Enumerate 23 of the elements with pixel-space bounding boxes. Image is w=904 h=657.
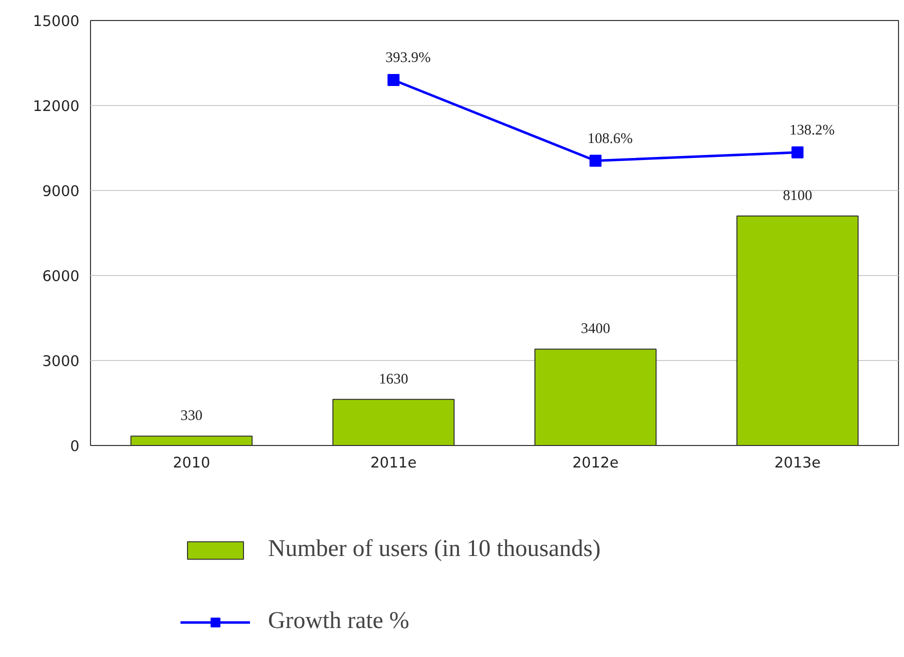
y-tick-label: 15000 [32,13,80,30]
x-tick-label: 2013e [774,454,821,472]
x-tick-label: 2011e [370,454,417,472]
legend-label: Growth rate % [268,608,410,635]
x-tick-label: 2012e [572,454,619,472]
data-label: 8100 [782,188,812,204]
y-tick-label: 0 [70,438,80,455]
data-label: 138.2% [790,122,835,138]
data-label: 393.9% [386,50,431,66]
bar [130,436,253,446]
legend-label: Number of users (in 10 thousands) [268,536,601,563]
data-label: 330 [180,408,202,424]
x-tick-label: 2010 [172,454,210,472]
y-tick-label: 12000 [32,98,80,115]
data-label: 1630 [378,371,408,388]
data-label: 108.6% [588,130,633,147]
y-tick-label: 9000 [42,183,80,200]
y-tick-label: 3000 [42,353,80,370]
bar [534,348,657,446]
bar [736,216,859,446]
data-label: 3400 [580,321,610,338]
y-tick-label: 6000 [42,268,80,285]
bar [332,398,455,446]
